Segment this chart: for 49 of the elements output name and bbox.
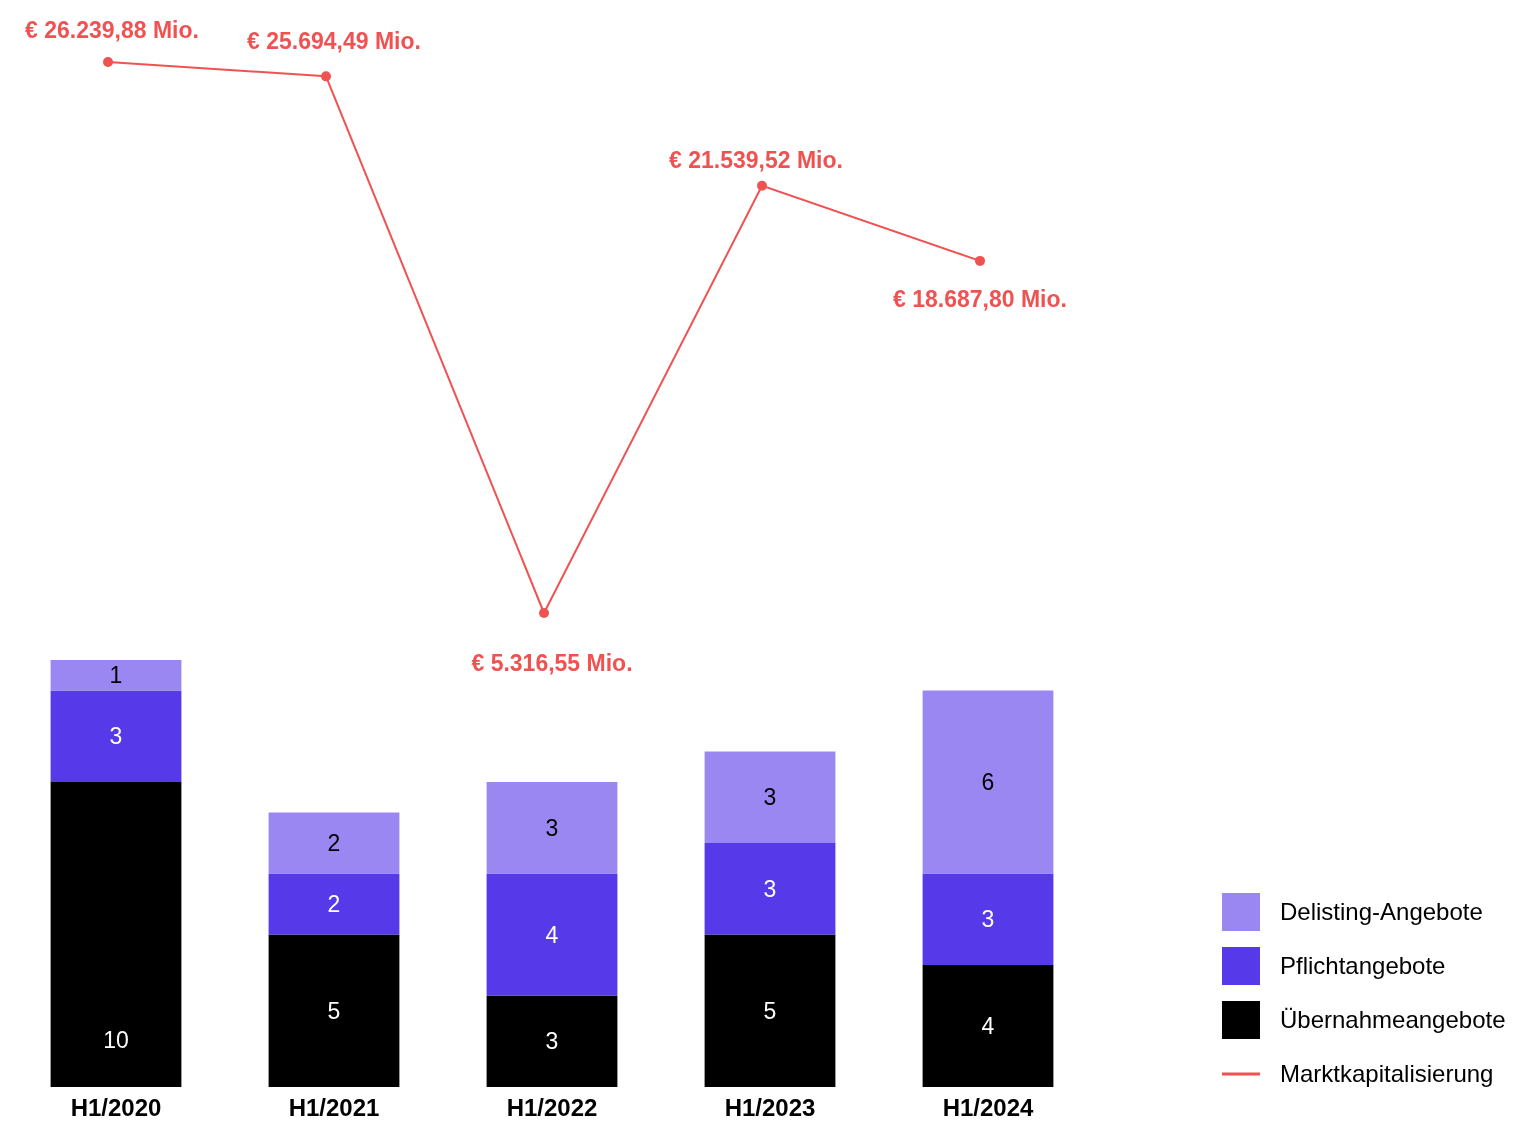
bar xyxy=(922,690,1054,874)
data-label: € 25.694,49 Mio. xyxy=(247,28,421,55)
data-label: 3 xyxy=(763,784,777,811)
data-label: 6 xyxy=(981,769,995,796)
point xyxy=(539,608,549,618)
data-label: 4 xyxy=(981,1013,995,1040)
bar xyxy=(50,690,182,782)
data-label: 5 xyxy=(763,997,777,1024)
bar xyxy=(50,660,182,691)
point xyxy=(757,180,767,191)
point xyxy=(103,57,113,67)
data-label: 4 xyxy=(545,921,559,948)
bar xyxy=(268,873,400,935)
data-label: € 18.687,80 Mio. xyxy=(893,285,1067,312)
point xyxy=(975,255,985,266)
data-label: € 5.316,55 Mio. xyxy=(471,650,633,677)
legend-label: Marktkapitalisierung xyxy=(1280,1060,1494,1088)
x-tick-label: H1/2022 xyxy=(506,1094,598,1122)
x-tick-label: H1/2024 xyxy=(942,1094,1035,1122)
legend-label: Delisting-Angebote xyxy=(1280,898,1483,926)
data-label: 5 xyxy=(327,997,341,1024)
bar xyxy=(268,934,400,1087)
data-label: 3 xyxy=(109,723,123,750)
data-label: 2 xyxy=(327,891,341,918)
legend-label: Pflichtangebote xyxy=(1280,952,1446,980)
bar xyxy=(704,751,836,843)
data-label: 3 xyxy=(763,875,777,902)
x-tick-label: H1/2023 xyxy=(724,1094,816,1122)
bar xyxy=(268,812,400,874)
bar xyxy=(50,782,182,1087)
bar xyxy=(486,782,618,874)
data-label: 3 xyxy=(545,814,559,841)
x-tick-label: H1/2020 xyxy=(70,1094,162,1122)
point xyxy=(321,71,331,82)
data-label: 10 xyxy=(103,1027,129,1054)
bar xyxy=(486,995,618,1087)
bar xyxy=(486,873,618,996)
data-label: 1 xyxy=(109,662,123,689)
data-label: 2 xyxy=(327,830,341,857)
data-label: 3 xyxy=(545,1028,559,1055)
data-label: € 26.239,88 Mio. xyxy=(25,17,199,44)
data-label: € 21.539,52 Mio. xyxy=(669,146,843,173)
bar xyxy=(704,843,836,935)
data-label: 3 xyxy=(981,906,995,933)
bar xyxy=(922,873,1054,965)
x-tick-label: H1/2021 xyxy=(288,1094,380,1122)
bar xyxy=(922,965,1054,1087)
legend-label: Übernahmeangebote xyxy=(1280,1006,1506,1034)
bar xyxy=(704,934,836,1087)
